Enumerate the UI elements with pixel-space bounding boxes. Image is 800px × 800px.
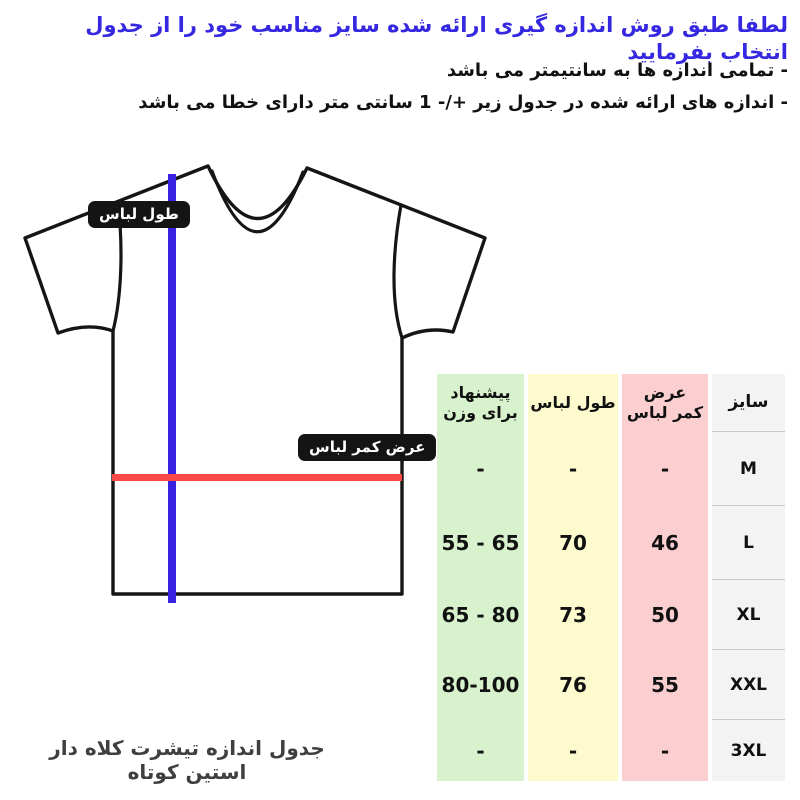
width-label-tag: عرض کمر لباس [298, 434, 437, 461]
cell-width-xl: 50 [622, 580, 708, 650]
cell-width-m: - [622, 432, 708, 506]
cell-weight-xxl: 80-100 [437, 650, 524, 720]
cell-length-xxl: 76 [528, 650, 618, 720]
cell-weight-m: - [437, 432, 524, 506]
cell-length-3xl: - [528, 720, 618, 781]
tshirt-diagram [23, 164, 487, 603]
col-header-width: عرض کمر لباس [622, 374, 708, 432]
table-caption: جدول اندازه تیشرت کلاه دار استین کوتاه [49, 736, 325, 784]
cell-size-xxl: XXL [712, 650, 785, 720]
note-units: - تمامی اندازه ها به سانتیمتر می باشد [446, 60, 788, 81]
cell-length-l: 70 [528, 506, 618, 580]
width-measure-line [112, 474, 402, 481]
cell-weight-3xl: - [437, 720, 524, 781]
length-label-tag: طول لباس [88, 201, 190, 228]
length-measure-line [168, 174, 176, 603]
size-table: پیشنهاد برای وزن طول لباس عرض کمر لباس س… [437, 374, 785, 781]
cell-size-m: M [712, 432, 785, 506]
tshirt-outline [23, 164, 487, 596]
col-header-length: طول لباس [528, 374, 618, 432]
cell-weight-l: 55 - 65 [437, 506, 524, 580]
page-title: لطفا طبق روش اندازه گیری ارائه شده سایز … [85, 13, 788, 65]
note-tolerance: - اندازه های ارائه شده در جدول زیر +/- 1… [138, 92, 788, 113]
cell-width-xxl: 55 [622, 650, 708, 720]
cell-weight-xl: 65 - 80 [437, 580, 524, 650]
cell-size-3xl: 3XL [712, 720, 785, 781]
cell-size-xl: XL [712, 580, 785, 650]
cell-length-xl: 73 [528, 580, 618, 650]
cell-width-3xl: - [622, 720, 708, 781]
right-armhole-seam [392, 203, 404, 340]
col-header-weight: پیشنهاد برای وزن [437, 374, 524, 432]
cell-length-m: - [528, 432, 618, 506]
cell-width-l: 46 [622, 506, 708, 580]
col-header-size: سایز [712, 374, 785, 432]
collar-band [210, 169, 305, 234]
cell-size-l: L [712, 506, 785, 580]
